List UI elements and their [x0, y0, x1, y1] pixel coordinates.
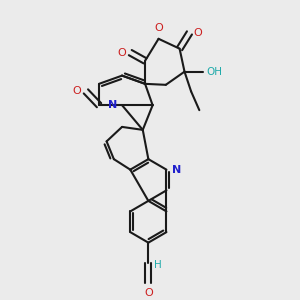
Text: O: O	[72, 86, 81, 96]
Text: N: N	[108, 100, 117, 110]
Text: H: H	[154, 260, 162, 270]
Text: O: O	[194, 28, 202, 38]
Text: O: O	[154, 23, 163, 33]
Text: OH: OH	[207, 67, 223, 77]
Text: O: O	[118, 48, 126, 58]
Text: N: N	[172, 165, 182, 175]
Text: O: O	[144, 288, 153, 298]
